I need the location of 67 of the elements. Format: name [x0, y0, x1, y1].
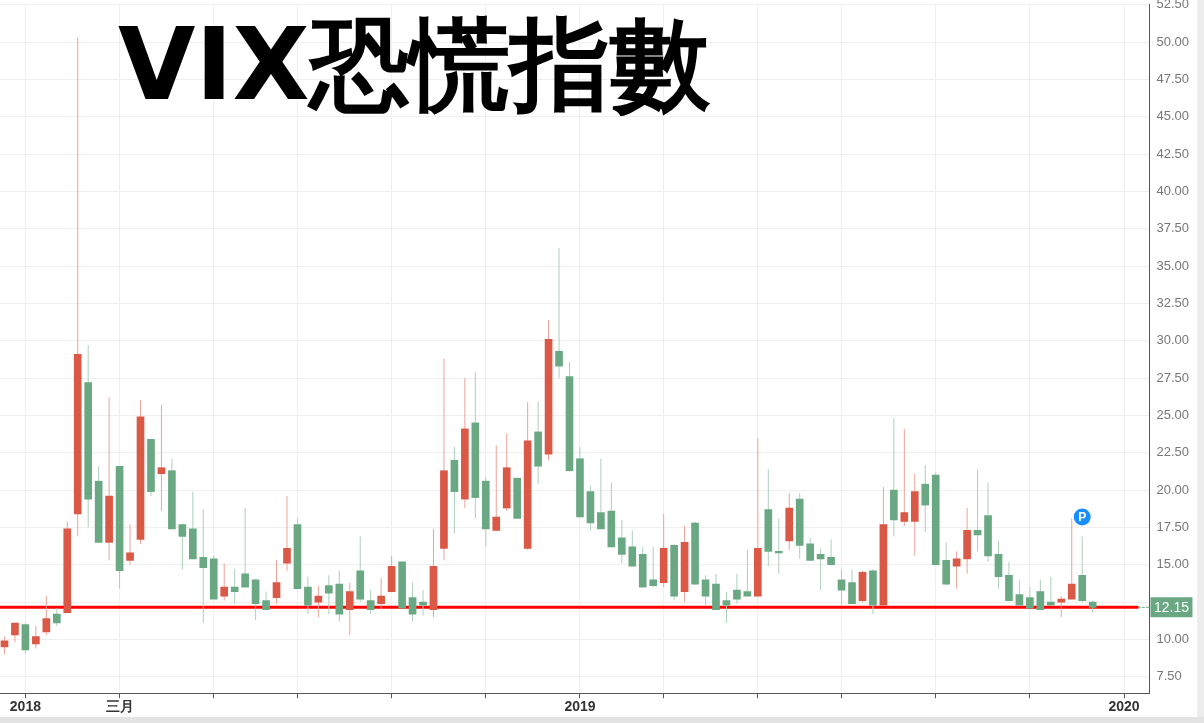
- candlestick: [921, 464, 930, 533]
- y-tick-label: 15.00: [1156, 556, 1190, 572]
- candlestick: [283, 495, 291, 572]
- x-tick-label: 2020: [1108, 698, 1140, 715]
- ref-line-label: 12.15: [1153, 599, 1190, 616]
- x-tick-label: 2019: [564, 698, 596, 715]
- chart-title: VIX恐慌指數: [118, 6, 710, 123]
- y-tick-label: 47.50: [1156, 71, 1190, 87]
- candlestick: [617, 519, 626, 564]
- candlestick: [11, 622, 19, 643]
- candlestick: [492, 444, 501, 531]
- candlestick: [816, 547, 825, 591]
- y-tick-label: 37.50: [1156, 220, 1190, 236]
- candlestick: [377, 577, 385, 611]
- x-tick-label: 三月: [105, 698, 134, 715]
- candlestick: [178, 523, 187, 570]
- y-tick-label: 32.50: [1156, 295, 1190, 311]
- candlestick: [1015, 579, 1024, 606]
- candlestick: [241, 507, 249, 588]
- y-tick-label: 27.50: [1156, 369, 1190, 385]
- candlestick: [994, 540, 1003, 590]
- candlestick: [806, 537, 814, 561]
- y-tick-label: 52.50: [1156, 0, 1190, 12]
- candlestick: [345, 582, 354, 636]
- candlestick: [743, 549, 752, 597]
- candlestick: [304, 576, 312, 615]
- candlestick: [827, 538, 835, 566]
- y-tick-label: 40.00: [1156, 183, 1190, 199]
- y-tick-label: 30.00: [1156, 332, 1190, 348]
- candlestick: [42, 595, 51, 636]
- candlestick: [555, 247, 563, 379]
- candlestick: [230, 568, 239, 605]
- candlestick: [32, 625, 40, 649]
- candlestick: [272, 559, 281, 605]
- candlestick: [199, 509, 208, 624]
- candlestick: [649, 546, 658, 588]
- candlestick: [774, 517, 783, 575]
- y-tick-label: 20.00: [1156, 481, 1190, 497]
- candlestick: [837, 568, 846, 606]
- y-tick-label: 7.50: [1156, 668, 1182, 684]
- candlestick: [366, 589, 375, 615]
- annotation: P: [1078, 510, 1087, 525]
- candlestick: [1036, 579, 1045, 611]
- y-tick-label: 10.00: [1156, 631, 1190, 647]
- candlestick: [220, 562, 229, 602]
- candlestick: [722, 591, 731, 624]
- y-tick-label: 25.00: [1156, 407, 1190, 423]
- candlestick: [973, 468, 982, 552]
- candlestick: [597, 458, 605, 530]
- candlestick: [325, 574, 333, 615]
- y-tick-label: 22.50: [1156, 444, 1190, 460]
- y-tick-label: 45.00: [1156, 108, 1190, 124]
- candlestick: [952, 550, 961, 590]
- y-tick-label: 35.00: [1156, 257, 1190, 273]
- candlestick: [126, 523, 134, 566]
- candlestick: [848, 568, 856, 605]
- candlestick: [733, 573, 741, 605]
- candlestick: [157, 404, 166, 512]
- candlestick: [408, 582, 417, 623]
- x-tick-label: 2018: [9, 698, 42, 715]
- y-tick-label: 50.00: [1156, 33, 1190, 49]
- candlestick: [900, 428, 909, 527]
- y-tick-label: 17.50: [1156, 519, 1190, 535]
- candlestick: [628, 529, 637, 567]
- candlestick: [701, 574, 710, 606]
- y-tick-label: 42.50: [1156, 145, 1190, 161]
- candlestick: [1067, 517, 1076, 600]
